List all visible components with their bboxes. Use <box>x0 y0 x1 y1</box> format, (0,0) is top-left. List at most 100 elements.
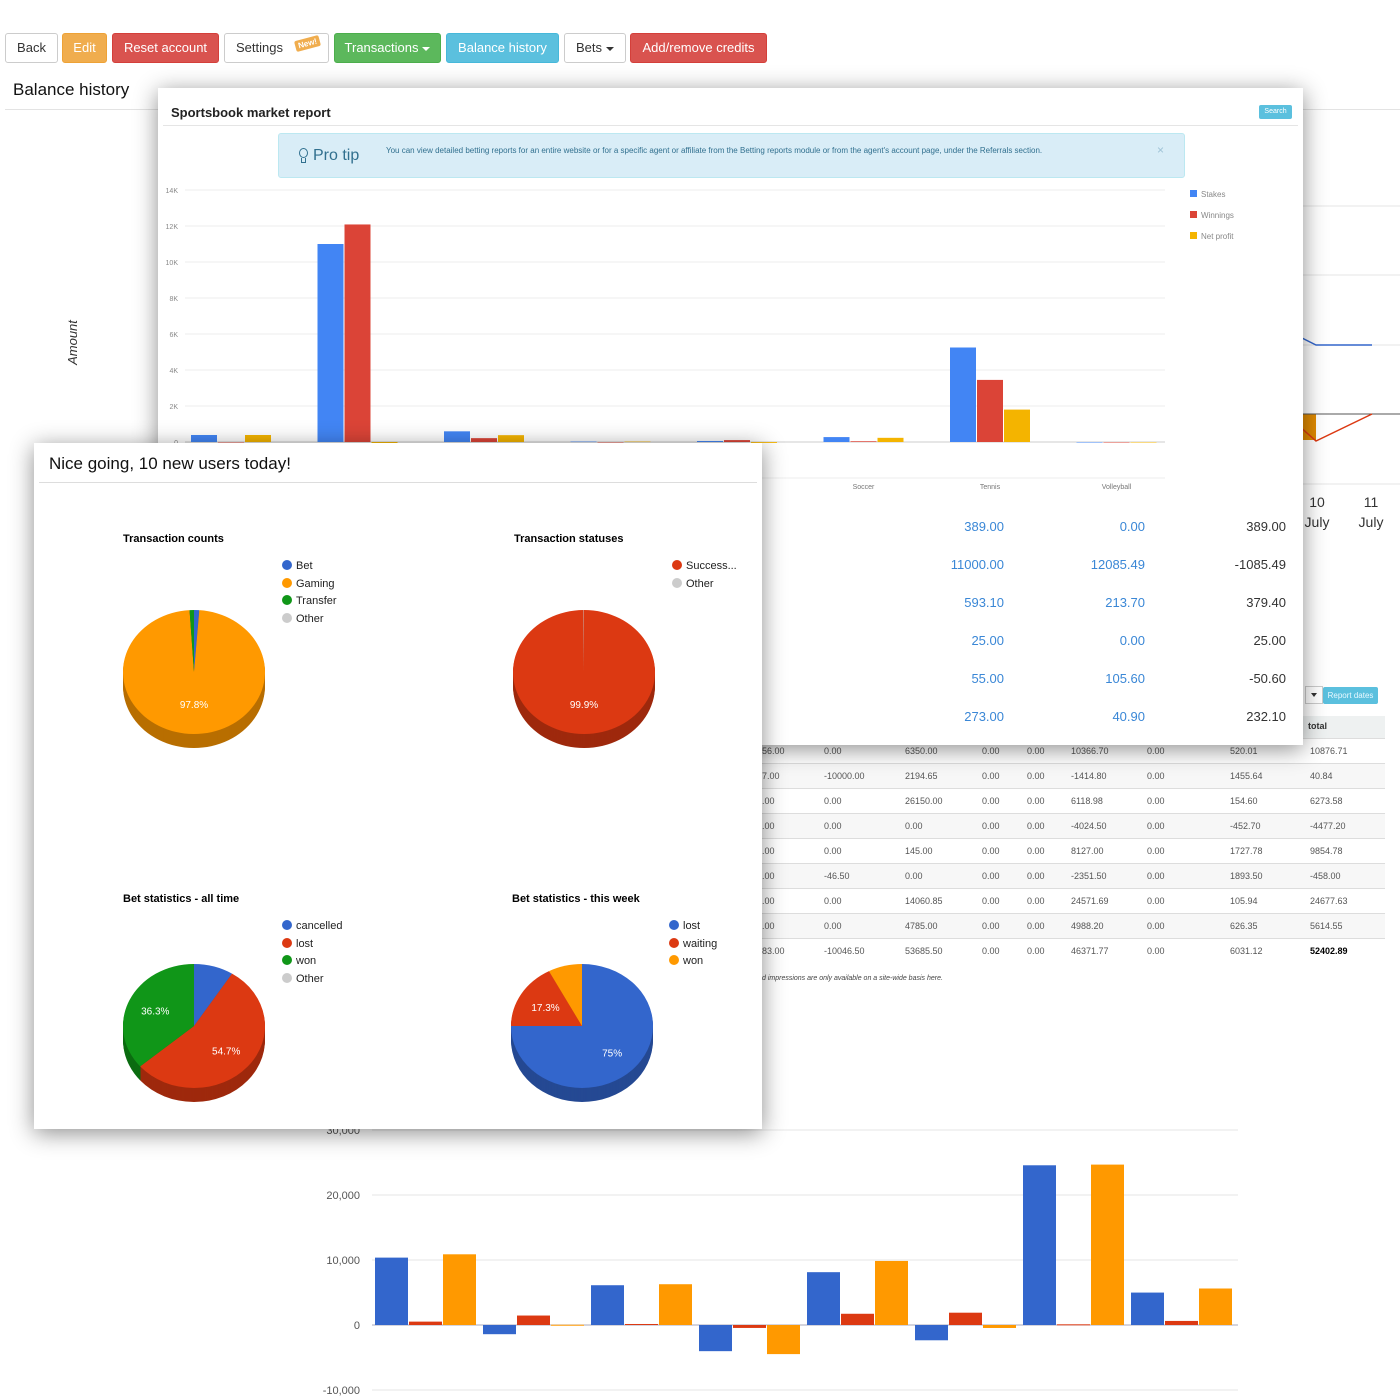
column-header-total: total <box>1300 716 1385 738</box>
table-cell: 1893.50 <box>1230 871 1263 881</box>
table-cell: .00 <box>762 921 775 931</box>
report-select[interactable] <box>1305 686 1323 704</box>
legend-item: won <box>282 955 316 967</box>
reset-account-button[interactable]: Reset account <box>112 33 219 63</box>
table-cell: 0.00 <box>982 946 1000 956</box>
pie-slice-bet <box>194 610 200 672</box>
x-tick-label: 11 July <box>1354 492 1388 532</box>
report-dates-button[interactable]: Report dates <box>1323 687 1378 704</box>
table-cell: 0.00 <box>824 796 842 806</box>
pro-tip-title: Pro tip <box>313 147 360 164</box>
bar <box>1023 1165 1056 1325</box>
legend-label: Transfer <box>296 595 337 607</box>
settings-button[interactable]: Settings New! <box>224 33 329 63</box>
report-link[interactable]: 593.10 <box>964 595 1004 610</box>
table-cell: 0.00 <box>1027 746 1045 756</box>
report-link[interactable]: 55.00 <box>971 671 1004 686</box>
table-cell: 145.00 <box>905 846 933 856</box>
table-cell: -1414.80 <box>1071 771 1107 781</box>
pie-title: Bet statistics - this week <box>512 893 640 905</box>
pie-title: Transaction statuses <box>514 533 624 545</box>
pie-slice-cancelled <box>194 964 233 1026</box>
x-tick-label: Tennis <box>980 484 1001 491</box>
pie-slice-lost <box>140 973 266 1088</box>
report-link[interactable]: 213.70 <box>1105 595 1145 610</box>
balance-history-button[interactable]: Balance history <box>446 33 559 63</box>
caret-down-icon <box>422 46 431 51</box>
table-cell: 10366.70 <box>1071 746 1109 756</box>
table-row: 7.00 -10000.00 2194.65 0.00 0.00 -1414.80 0.00… <box>700 763 1385 788</box>
bar-stakes <box>697 441 723 442</box>
legend-dot <box>282 920 292 930</box>
close-icon[interactable]: × <box>1157 143 1165 157</box>
slice-label: 54.7% <box>212 1046 240 1057</box>
bar-net-profit <box>751 442 777 443</box>
legend-label: waiting <box>683 937 718 950</box>
edit-button[interactable]: Edit <box>62 33 107 63</box>
slice-label: 17.3% <box>531 1003 559 1014</box>
table-cell: 0.00 <box>1147 771 1165 781</box>
legend-label: Other <box>686 577 714 590</box>
legend-item: Net profit <box>1190 232 1233 241</box>
x-tick-label: Volleyball <box>1102 484 1132 491</box>
report-link[interactable]: 12085.49 <box>1090 557 1145 572</box>
table-row: .00 0.00 26150.00 0.00 0.00 6118.98 0.00 154.60… <box>700 788 1385 813</box>
report-link[interactable]: 25.00 <box>971 633 1004 648</box>
report-link[interactable]: 11000.00 <box>950 557 1004 572</box>
pie-chart: 99.9% <box>512 610 656 748</box>
report-link[interactable]: 273.00 <box>964 709 1004 724</box>
table-cell: 379.40 <box>1246 595 1286 610</box>
report-note: d impressions are only available on a si… <box>762 975 943 982</box>
table-cell: 0.00 <box>905 871 923 881</box>
legend-item: cancelled <box>282 920 342 932</box>
search-button[interactable]: Search <box>1259 105 1292 119</box>
report-link[interactable]: 0.00 <box>1119 519 1145 534</box>
table-cell: 4785.00 <box>905 921 938 931</box>
pie-slice-won <box>123 964 194 1067</box>
table-cell: 0.00 <box>1027 871 1045 881</box>
bets-dropdown[interactable]: Bets <box>564 33 626 63</box>
caret-down-icon <box>606 46 614 51</box>
bar-net-profit <box>245 434 271 442</box>
report-link[interactable]: 105.60 <box>1105 671 1145 686</box>
page-title: Balance history <box>13 80 130 99</box>
dashboard-panel: Nice going, 10 new users today! Transact… <box>34 443 762 1129</box>
bar <box>1165 1320 1198 1325</box>
report-link[interactable]: 389.00 <box>964 519 1004 534</box>
legend-item: Other <box>282 612 324 625</box>
table-cell: 0.00 <box>982 821 1000 831</box>
bar-winnings <box>724 440 750 442</box>
bar <box>841 1313 874 1325</box>
table-cell: 26150.00 <box>905 796 943 806</box>
bar-net-profit <box>877 437 904 442</box>
table-cell: 0.00 <box>1147 796 1165 806</box>
bar <box>1131 1292 1164 1325</box>
table-cell: -1085.49 <box>1234 557 1286 572</box>
table-cell: 105.94 <box>1230 896 1258 906</box>
table-cell: 0.00 <box>1147 946 1165 956</box>
transactions-dropdown[interactable]: Transactions <box>334 33 441 63</box>
legend-label: Stakes <box>1201 190 1226 199</box>
table-cell: 0.00 <box>905 821 923 831</box>
back-button[interactable]: Back <box>5 33 58 63</box>
table-cell: 626.35 <box>1230 921 1258 931</box>
table-cell: 0.00 <box>982 921 1000 931</box>
table-cell: 5614.55 <box>1310 921 1343 931</box>
bar-winnings <box>471 438 497 442</box>
legend-item: Transfer <box>282 595 337 607</box>
table-cell: 14060.85 <box>905 896 943 906</box>
pie-slice-gaming <box>122 610 265 734</box>
pie-slice-won <box>548 964 582 1026</box>
table-cell: 53685.50 <box>905 946 943 956</box>
table-cell: .00 <box>762 796 775 806</box>
add-remove-credits-button[interactable]: Add/remove credits <box>630 33 767 63</box>
report-link[interactable]: 0.00 <box>1119 633 1145 648</box>
report-link[interactable]: 40.90 <box>1112 709 1145 724</box>
legend-dot <box>672 560 682 570</box>
legend-swatch <box>1190 232 1197 239</box>
bar-stakes <box>950 347 976 442</box>
bar <box>483 1325 516 1335</box>
table-cell: .00 <box>762 846 775 856</box>
